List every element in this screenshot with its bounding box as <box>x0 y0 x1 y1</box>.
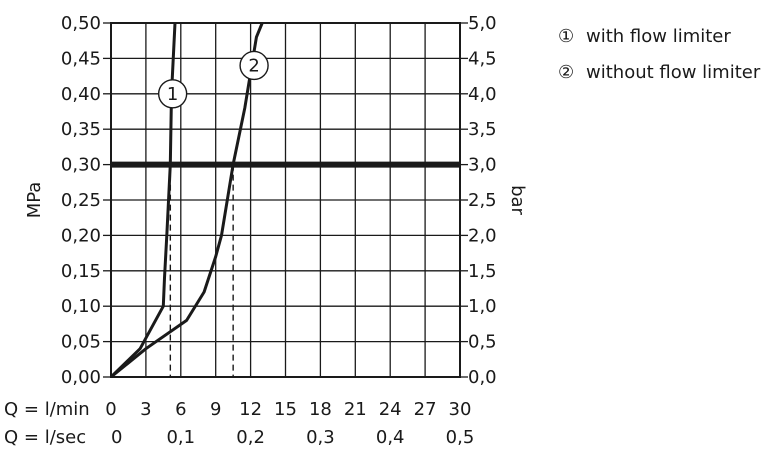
x-tick-label-lmin: 12 <box>239 399 262 420</box>
x-tick-label-lsec: 0,5 <box>446 427 475 448</box>
x-tick-label-lmin: 3 <box>140 399 151 420</box>
y-tick-label-left: 0,15 <box>61 261 101 282</box>
grid <box>110 22 461 378</box>
y-tick-label-right: 3,5 <box>468 119 497 140</box>
y-tick-label-right: 2,5 <box>468 190 497 211</box>
legend-item-2: ② without flow limiter <box>558 54 760 90</box>
y-tick-label-right: 0,5 <box>468 332 497 353</box>
y-tick-label-right: 1,0 <box>468 296 497 317</box>
legend: ① with flow limiter ② without flow limit… <box>558 18 760 90</box>
x-tick-label-lsec: 0,1 <box>166 427 195 448</box>
y-tick-label-left: 0,30 <box>61 155 101 176</box>
x-tick-label-lsec: 0,3 <box>306 427 335 448</box>
y-tick-label-right: 5,0 <box>468 13 497 34</box>
y-tick-label-right: 0,0 <box>468 367 497 388</box>
y-tick-label-left: 0,20 <box>61 225 101 246</box>
x-tick-label-lmin: 30 <box>449 399 472 420</box>
y-tick-label-left: 0,45 <box>61 48 101 69</box>
x-tick-label-lmin: 27 <box>414 399 437 420</box>
x-tick-label-lmin: 21 <box>344 399 367 420</box>
series-marker-circle-2 <box>239 50 269 81</box>
y-tick-label-left: 0,35 <box>61 119 101 140</box>
y-axis-right-title: bar <box>507 185 528 215</box>
circled-number-1-icon: ① <box>558 25 575 47</box>
x-axis-title-lsec: Q = l/sec <box>4 427 86 448</box>
y-tick-label-left: 0,10 <box>61 296 101 317</box>
x-tick-label-lsec: 0 <box>111 427 122 448</box>
circled-number-2-icon: ② <box>558 61 575 83</box>
y-tick-label-right: 1,5 <box>468 261 497 282</box>
curves: 12 <box>109 22 269 379</box>
x-tick-label-lmin: 15 <box>274 399 297 420</box>
y-axis-left-title: MPa <box>24 182 45 219</box>
series-marker-label-2: 2 <box>248 55 259 76</box>
x-tick-label-lmin: 6 <box>175 399 186 420</box>
x-tick-label-lmin: 18 <box>309 399 332 420</box>
x-tick-label-lsec: 0,4 <box>376 427 405 448</box>
y-tick-label-left: 0,40 <box>61 84 101 105</box>
series-marker-label-1: 1 <box>167 84 178 105</box>
series-marker-circle-1 <box>157 79 188 109</box>
x-tick-label-lsec: 0,2 <box>236 427 265 448</box>
y-tick-label-left: 0,25 <box>61 190 101 211</box>
x-tick-label-lmin: 9 <box>210 399 221 420</box>
legend-label-1: with flow limiter <box>586 25 731 47</box>
y-tick-label-left: 0,05 <box>61 332 101 353</box>
y-tick-label-right: 4,0 <box>468 84 497 105</box>
y-tick-label-right: 4,5 <box>468 48 497 69</box>
x-tick-label-lmin: 0 <box>105 399 116 420</box>
x-tick-label-lmin: 24 <box>379 399 402 420</box>
legend-label-2: without flow limiter <box>586 61 761 83</box>
x-axis-title-lmin: Q = l/min <box>4 399 90 420</box>
tick-labels: 0,000,050,100,150,200,250,300,350,400,45… <box>4 13 497 448</box>
y-tick-label-left: 0,50 <box>61 13 101 34</box>
y-tick-label-left: 0,00 <box>61 367 101 388</box>
legend-item-1: ① with flow limiter <box>558 18 760 54</box>
y-tick-label-right: 3,0 <box>468 155 497 176</box>
y-tick-label-right: 2,0 <box>468 225 497 246</box>
